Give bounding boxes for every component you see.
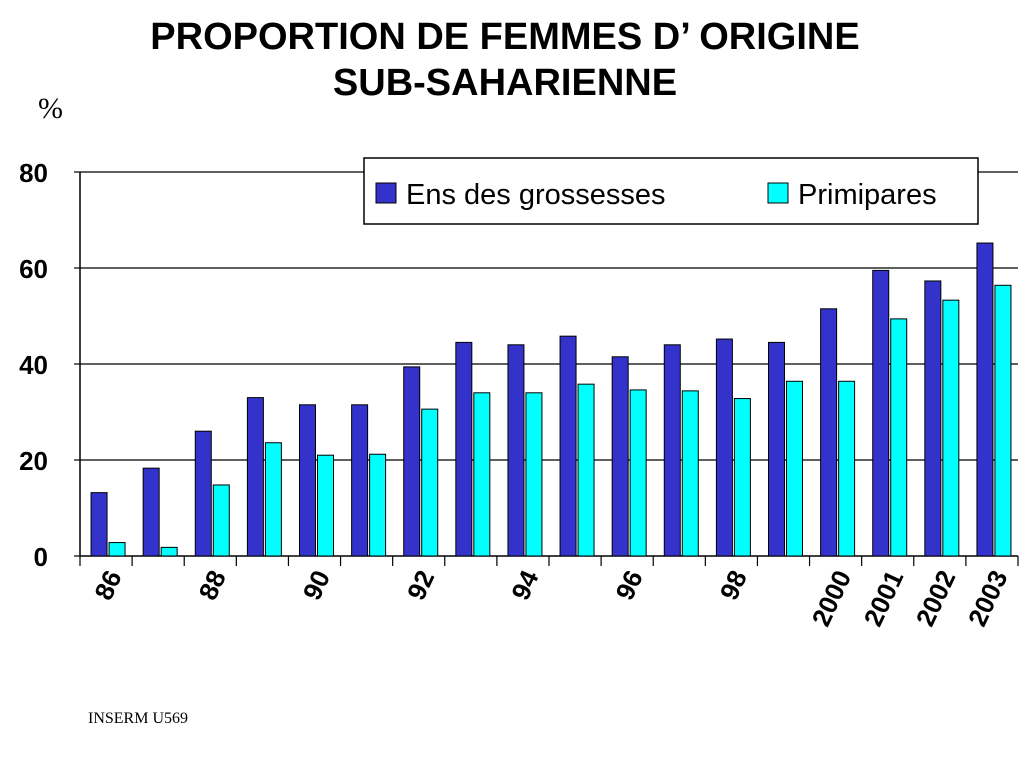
bar-ens-des-grossesses xyxy=(142,467,160,557)
x-tick-label: 96 xyxy=(609,566,648,605)
bar-ens-des-grossesses xyxy=(872,269,890,557)
bar-primipares xyxy=(421,408,439,557)
bar-ens-des-grossesses xyxy=(246,397,264,557)
legend-label-primipares: Primipares xyxy=(798,179,937,211)
x-tick-label: 92 xyxy=(401,566,440,605)
bar-primipares xyxy=(369,453,387,557)
x-tick-label: 88 xyxy=(192,566,231,605)
bar-ens-des-grossesses xyxy=(820,308,838,557)
bar-primipares xyxy=(525,392,543,557)
bar-primipares xyxy=(264,442,282,557)
legend-label-ens-des-grossesses: Ens des grossesses xyxy=(406,179,666,211)
bar-ens-des-grossesses xyxy=(299,404,316,557)
bar-primipares xyxy=(473,392,491,557)
bar-ens-des-grossesses xyxy=(90,492,108,557)
legend-box xyxy=(363,157,979,225)
bar-primipares xyxy=(890,318,908,557)
legend-swatch-primipares xyxy=(767,182,789,204)
bar-ens-des-grossesses xyxy=(768,341,785,557)
bar-ens-des-grossesses xyxy=(715,338,733,557)
x-tick-label: 2001 xyxy=(858,566,910,631)
bar-primipares xyxy=(577,383,595,557)
bar-primipares xyxy=(160,546,178,557)
bar-ens-des-grossesses xyxy=(611,356,629,557)
chart-title-line-2: SUB-SAHARIENNE xyxy=(332,62,678,104)
legend-swatch-ens-des-grossesses xyxy=(375,182,397,204)
bar-ens-des-grossesses xyxy=(403,366,421,557)
bar-primipares xyxy=(629,389,647,557)
bar-primipares xyxy=(838,380,856,557)
bar-ens-des-grossesses xyxy=(559,335,577,557)
y-tick-label: 60 xyxy=(19,254,48,284)
bar-primipares xyxy=(108,542,126,557)
x-tick-label: 86 xyxy=(88,566,127,605)
bar-ens-des-grossesses xyxy=(663,344,681,557)
bar-primipares xyxy=(681,390,699,557)
chart-title: PROPORTION DE FEMMES D’ ORIGINE SUB-SAHA… xyxy=(0,14,1010,106)
bar-ens-des-grossesses xyxy=(194,430,212,557)
bar-ens-des-grossesses xyxy=(351,404,369,557)
source-note: INSERM U569 xyxy=(88,710,189,727)
y-axis-unit-label: % xyxy=(38,92,63,125)
bar-primipares xyxy=(786,380,803,557)
x-tick-label: 2003 xyxy=(962,566,1014,631)
y-tick-label: 40 xyxy=(19,350,48,380)
bar-primipares xyxy=(733,398,751,557)
x-tick-label: 98 xyxy=(714,566,753,605)
bar-ens-des-grossesses xyxy=(924,280,942,557)
bar-primipares xyxy=(212,484,230,557)
bar-ens-des-grossesses xyxy=(455,341,473,557)
y-tick-label: 20 xyxy=(19,446,48,476)
bar-ens-des-grossesses xyxy=(507,344,525,557)
x-tick-label: 90 xyxy=(297,566,336,605)
x-tick-label: 2000 xyxy=(806,566,858,631)
x-tick-label: 94 xyxy=(505,565,545,604)
bar-ens-des-grossesses xyxy=(976,242,994,557)
bar-primipares xyxy=(317,454,334,557)
bar-primipares xyxy=(994,284,1012,557)
chart-title-line-1: PROPORTION DE FEMMES D’ ORIGINE xyxy=(150,16,860,58)
bar-primipares xyxy=(942,299,960,557)
y-tick-label: 0 xyxy=(34,542,48,572)
x-tick-label: 2002 xyxy=(910,566,962,631)
y-tick-label: 80 xyxy=(19,158,48,188)
